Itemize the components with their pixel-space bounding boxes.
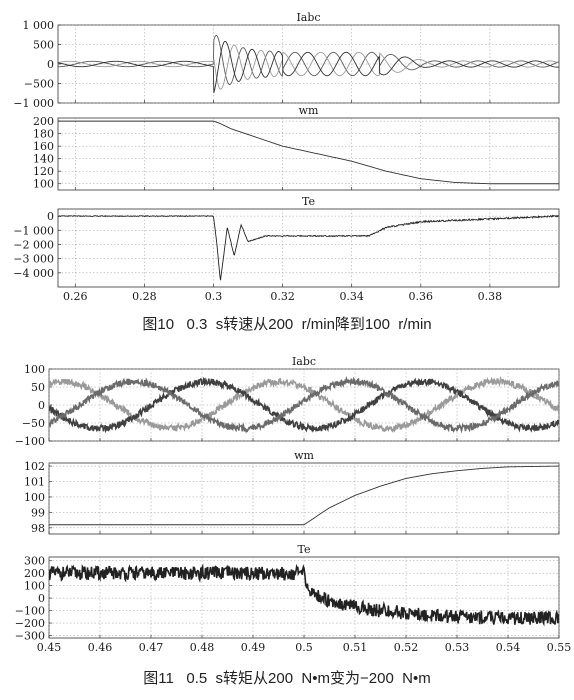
- y-tick-label: −100: [15, 435, 45, 448]
- panel-10-iabc: 1 000 500 0 −500 −1 000 Iabc: [13, 11, 560, 110]
- y-tick-label: 1 000: [23, 19, 55, 32]
- x-tick-label: 0.47: [139, 641, 164, 654]
- panel-title: Te: [298, 543, 311, 556]
- panel-title: wm: [299, 104, 319, 117]
- y-tick-label: 0: [47, 210, 54, 223]
- series-line-1: [58, 120, 559, 185]
- x-tick-label: 0.49: [241, 641, 266, 654]
- panel-title: Iabc: [296, 11, 320, 24]
- y-tick-label: 50: [31, 381, 45, 394]
- x-tick-label: 0.28: [132, 290, 157, 303]
- y-tick-label: 98: [31, 522, 45, 535]
- panel-11-wm: 102 101 100 99 98 wm: [24, 449, 560, 535]
- x-tick-label: 0.26: [63, 290, 88, 303]
- series-line-2: [58, 44, 559, 90]
- series-line-1: [58, 214, 559, 281]
- x-tick-label: 0.55: [547, 641, 572, 654]
- y-tick-label: 101: [24, 476, 45, 489]
- x-tick-label: 0.5: [295, 641, 313, 654]
- y-tick-label: −1 000: [13, 224, 54, 237]
- x-tick-label: 0.45: [37, 641, 62, 654]
- y-tick-label: 0: [38, 399, 45, 412]
- y-tick-label: 99: [31, 506, 45, 519]
- x-tick-label: 0.48: [190, 641, 215, 654]
- y-tick-label: 0: [38, 592, 45, 605]
- y-tick-label: −200: [15, 617, 45, 630]
- y-tick-label: 160: [33, 140, 54, 153]
- panel-title: wm: [294, 449, 314, 462]
- x-tick-label: 0.51: [343, 641, 368, 654]
- figure-10-caption: 图10 0.3 s转速从200 r/min降到100 r/min: [142, 316, 432, 333]
- y-tick-label: 500: [33, 39, 54, 52]
- x-tick-label: 0.36: [409, 290, 434, 303]
- series-line-2: [49, 377, 559, 434]
- figure-11-caption: 图11 0.5 s转矩从200 N•m变为−200 N•m: [143, 670, 431, 687]
- y-tick-label: −300: [15, 630, 45, 643]
- y-tick-label: 120: [33, 165, 54, 178]
- y-tick-label: −100: [15, 605, 45, 618]
- x-tick-label: 0.3: [205, 290, 223, 303]
- y-tick-label: 200: [24, 567, 45, 580]
- y-tick-label: −2 000: [13, 238, 54, 251]
- y-tick-label: 100: [24, 580, 45, 593]
- y-tick-label: 102: [24, 460, 45, 473]
- y-tick-label: 140: [33, 153, 54, 166]
- panel-10-te: 0−1 000−2 000 −3 000−4 000 0.26 0.28 0.3 0.32…: [13, 195, 560, 303]
- x-tick-label: 0.32: [270, 290, 295, 303]
- series-line-3: [49, 375, 559, 434]
- y-tick-label: −4 000: [13, 267, 54, 280]
- y-tick-label: 0: [47, 58, 54, 71]
- series-line-1: [58, 34, 559, 85]
- x-tick-label: 0.38: [478, 290, 503, 303]
- x-tick-label: 0.34: [339, 290, 364, 303]
- series-line-1: [49, 465, 559, 526]
- x-tick-label: 0.53: [445, 641, 470, 654]
- plot-frame: [57, 208, 560, 288]
- y-tick-label: 100: [33, 178, 54, 191]
- panel-title: Iabc: [292, 355, 316, 368]
- y-tick-label: 300: [24, 555, 45, 568]
- panel-11-iabc: 100 50 0 −50 −100 Iabc: [15, 355, 560, 448]
- series-line-3: [58, 40, 559, 93]
- series-line-1: [49, 563, 559, 627]
- plot-frame: [57, 117, 560, 191]
- y-tick-label: 100: [24, 363, 45, 376]
- y-tick-label: 180: [33, 128, 54, 141]
- y-tick-label: −1 000: [13, 97, 54, 110]
- y-tick-label: 100: [24, 491, 45, 504]
- y-tick-label: −50: [22, 417, 45, 430]
- x-tick-label: 0.54: [496, 641, 521, 654]
- y-tick-label: −500: [24, 78, 54, 91]
- x-tick-label: 0.46: [88, 641, 113, 654]
- x-tick-label: 0.52: [394, 641, 419, 654]
- y-tick-label: −3 000: [13, 253, 54, 266]
- panel-title: Te: [302, 195, 315, 208]
- y-tick-label: 200: [33, 115, 54, 128]
